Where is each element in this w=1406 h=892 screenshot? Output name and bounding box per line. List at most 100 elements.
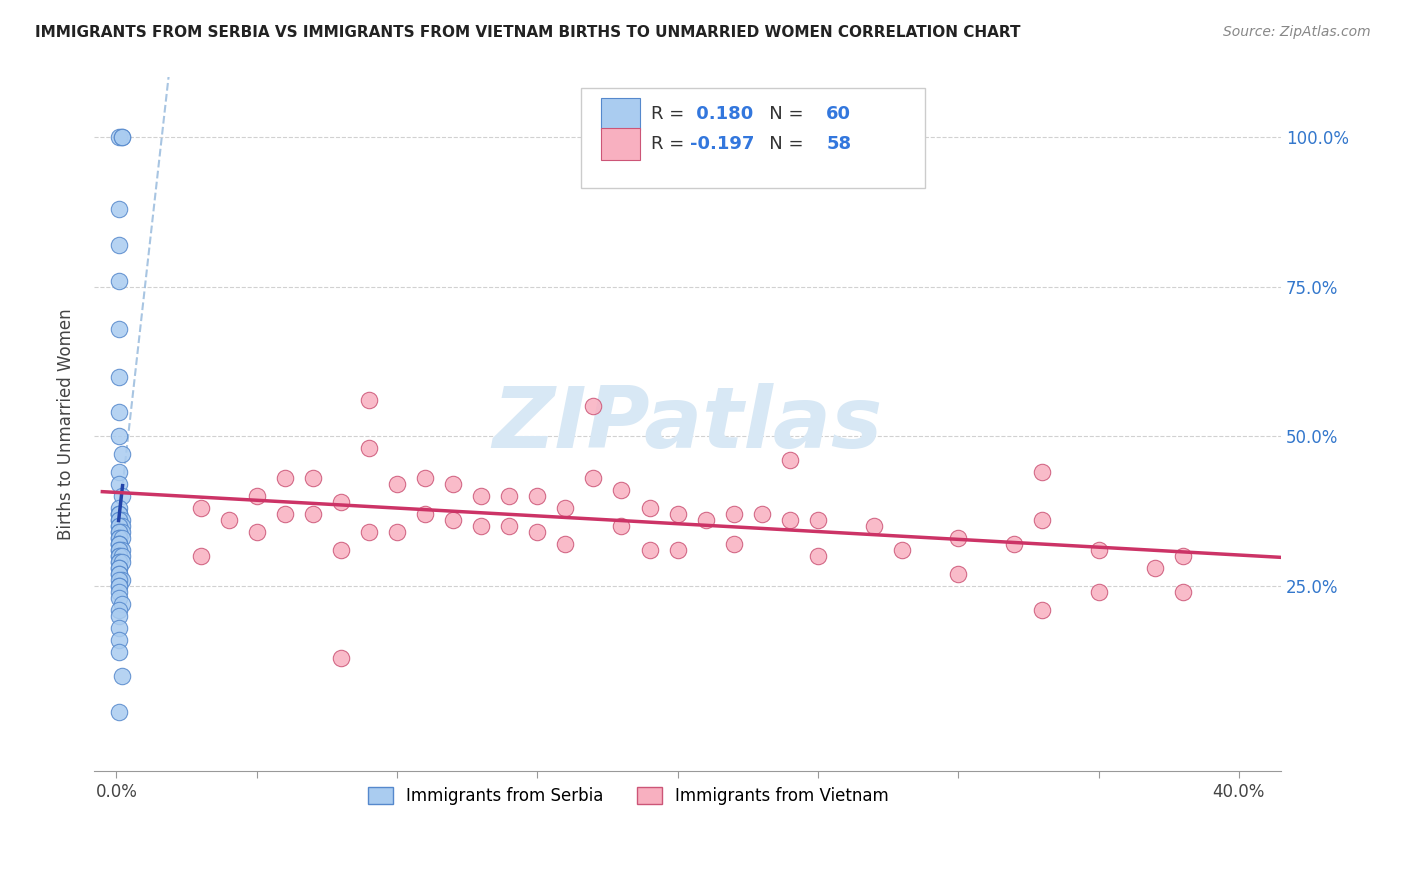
- Point: [666, 543, 689, 558]
- Point: [357, 393, 380, 408]
- Point: [108, 465, 131, 479]
- Point: [413, 471, 436, 485]
- Point: [108, 501, 131, 516]
- Point: [948, 566, 970, 581]
- Point: [610, 483, 633, 498]
- Point: [108, 130, 131, 145]
- Point: [807, 513, 830, 527]
- Point: [108, 579, 131, 593]
- Point: [1031, 513, 1053, 527]
- Text: R =: R =: [651, 135, 690, 153]
- Point: [111, 130, 134, 145]
- Point: [108, 513, 131, 527]
- Point: [108, 537, 131, 551]
- Point: [610, 519, 633, 533]
- Text: -0.197: -0.197: [690, 135, 754, 153]
- Point: [301, 471, 323, 485]
- Point: [554, 537, 576, 551]
- Point: [108, 537, 131, 551]
- Point: [301, 507, 323, 521]
- Point: [108, 525, 131, 540]
- Point: [111, 597, 134, 611]
- Point: [108, 555, 131, 569]
- Point: [190, 549, 212, 563]
- Text: ZIPatlas: ZIPatlas: [492, 383, 883, 466]
- Point: [108, 202, 131, 216]
- Point: [751, 507, 773, 521]
- FancyBboxPatch shape: [581, 87, 925, 188]
- Point: [274, 471, 297, 485]
- Text: 60: 60: [827, 105, 851, 123]
- Point: [108, 429, 131, 443]
- Point: [891, 543, 914, 558]
- Point: [470, 519, 492, 533]
- FancyBboxPatch shape: [600, 98, 640, 130]
- Point: [666, 507, 689, 521]
- Point: [1087, 543, 1109, 558]
- Point: [108, 507, 131, 521]
- Point: [111, 525, 134, 540]
- Point: [111, 447, 134, 461]
- Point: [1031, 603, 1053, 617]
- Point: [441, 477, 464, 491]
- Point: [111, 549, 134, 563]
- Point: [108, 621, 131, 635]
- Point: [723, 507, 745, 521]
- Point: [863, 519, 886, 533]
- Point: [413, 507, 436, 521]
- Point: [582, 400, 605, 414]
- Point: [329, 495, 352, 509]
- Point: [108, 591, 131, 605]
- Point: [638, 543, 661, 558]
- Text: IMMIGRANTS FROM SERBIA VS IMMIGRANTS FROM VIETNAM BIRTHS TO UNMARRIED WOMEN CORR: IMMIGRANTS FROM SERBIA VS IMMIGRANTS FRO…: [35, 25, 1021, 40]
- Point: [108, 566, 131, 581]
- Point: [108, 507, 131, 521]
- Point: [108, 645, 131, 659]
- Point: [111, 573, 134, 587]
- Point: [357, 442, 380, 456]
- Point: [1171, 549, 1194, 563]
- Point: [108, 531, 131, 545]
- Point: [385, 477, 408, 491]
- Point: [108, 549, 131, 563]
- Text: N =: N =: [752, 105, 808, 123]
- Text: 0.180: 0.180: [690, 105, 754, 123]
- Point: [108, 632, 131, 647]
- Point: [246, 525, 269, 540]
- Legend: Immigrants from Serbia, Immigrants from Vietnam: Immigrants from Serbia, Immigrants from …: [357, 777, 898, 815]
- Point: [108, 603, 131, 617]
- Point: [111, 543, 134, 558]
- Point: [108, 579, 131, 593]
- Point: [108, 274, 131, 288]
- Point: [329, 543, 352, 558]
- Point: [111, 513, 134, 527]
- Point: [108, 519, 131, 533]
- Point: [357, 525, 380, 540]
- Point: [108, 238, 131, 252]
- Point: [1171, 585, 1194, 599]
- Point: [218, 513, 240, 527]
- Point: [111, 668, 134, 682]
- Point: [108, 537, 131, 551]
- Point: [108, 513, 131, 527]
- Point: [441, 513, 464, 527]
- Point: [1031, 465, 1053, 479]
- Point: [554, 501, 576, 516]
- Point: [108, 543, 131, 558]
- Point: [385, 525, 408, 540]
- Point: [108, 608, 131, 623]
- Point: [108, 321, 131, 335]
- Point: [723, 537, 745, 551]
- Point: [274, 507, 297, 521]
- Point: [108, 566, 131, 581]
- Point: [111, 519, 134, 533]
- Point: [108, 573, 131, 587]
- Point: [108, 525, 131, 540]
- Point: [108, 543, 131, 558]
- Point: [108, 369, 131, 384]
- Point: [108, 705, 131, 719]
- Point: [246, 489, 269, 503]
- Point: [108, 561, 131, 575]
- Point: [807, 549, 830, 563]
- Point: [108, 561, 131, 575]
